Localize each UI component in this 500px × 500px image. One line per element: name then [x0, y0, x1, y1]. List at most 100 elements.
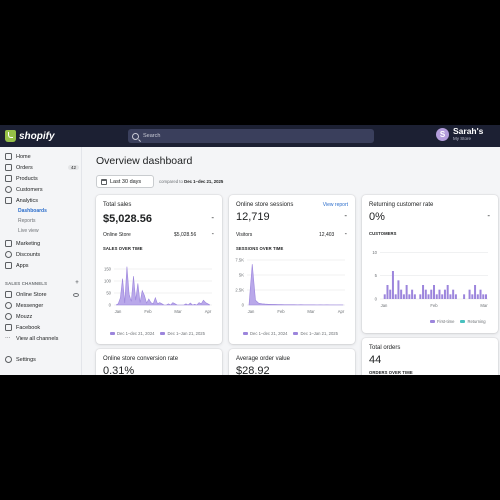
shopify-logo[interactable]: shopify	[5, 129, 55, 143]
sidebar-item-orders[interactable]: Orders 42	[5, 164, 79, 171]
gear-icon	[5, 356, 12, 363]
date-range-button[interactable]: Last 30 days	[96, 175, 154, 188]
store-menu[interactable]: S Sarah's My Store	[436, 127, 483, 141]
conversion-rate-value: 0.31%	[103, 365, 135, 375]
sidebar-item-analytics[interactable]: Analytics	[5, 197, 79, 204]
bar	[419, 294, 422, 299]
y-tick-label: 5K	[239, 273, 244, 278]
sidebar-item-customers[interactable]: Customers	[5, 186, 79, 193]
x-tick-label: Mar	[174, 309, 182, 314]
bar	[411, 289, 414, 299]
sidebar-item-label: Home	[16, 153, 31, 160]
bar	[427, 294, 430, 299]
sidebar-subitem-dashboards[interactable]: Dashboards	[18, 208, 47, 214]
sidebar-item-settings[interactable]: Settings	[5, 356, 79, 363]
date-range-label: Last 30 days	[110, 178, 142, 185]
aov-value: $28.92	[236, 365, 270, 375]
card-dash: -	[211, 213, 214, 222]
megaphone-icon	[5, 240, 12, 247]
sidebar-subitem-reports[interactable]: Reports	[18, 218, 36, 224]
y-tick-label: 0	[375, 297, 378, 302]
sidebar-item-messenger[interactable]: Messenger	[5, 302, 79, 309]
total-sales-card: Total sales - $5,028.56 Online Store $5,…	[96, 195, 222, 344]
sidebar-item-discounts[interactable]: Discounts	[5, 251, 79, 258]
calendar-icon	[101, 178, 107, 185]
bar	[449, 294, 452, 299]
eye-icon[interactable]	[73, 292, 79, 297]
returning-customer-card: Returning customer rate 0% - CUSTOMERS 0…	[362, 195, 498, 333]
sidebar-item-products[interactable]: Products	[5, 175, 79, 182]
compare-range: Dec 1–dec 21, 2025	[184, 179, 224, 184]
sidebar-item-label: Analytics	[16, 197, 39, 204]
avatar: S	[436, 127, 449, 141]
card-title: Returning customer rate	[369, 202, 434, 208]
facebook-icon	[5, 324, 12, 331]
bar	[485, 294, 487, 299]
legend-label: Dec 1–Jan 21, 2025	[167, 331, 205, 336]
sidebar-item-label: Facebook	[16, 324, 41, 331]
sidebar-item-label: Messenger	[16, 302, 44, 309]
sidebar-item-label: View all channels	[16, 335, 59, 342]
view-report-link[interactable]: View report	[322, 202, 348, 208]
bar	[422, 285, 425, 299]
bar	[405, 285, 408, 299]
legend-swatch	[430, 320, 435, 323]
sidebar-item-view-all-channels[interactable]: ··· View all channels	[5, 335, 79, 342]
sidebar-item-online-store[interactable]: Online Store	[5, 291, 79, 298]
row-dash: -	[211, 231, 214, 238]
comparison-text: compared to Dec 1–dec 21, 2025	[159, 179, 223, 184]
mouzz-icon	[5, 313, 12, 320]
chart-caption: ORDERS OVER TIME	[369, 370, 413, 375]
store-name: Sarah's	[453, 126, 484, 136]
sidebar-item-label: Discounts	[16, 251, 41, 258]
bar	[476, 294, 479, 299]
y-tick-label: 0	[109, 303, 112, 308]
legend-label: Dec 1–Jan 21, 2025	[300, 331, 338, 336]
bar	[463, 294, 466, 299]
search-bar[interactable]	[128, 129, 374, 143]
average-order-value-card: Average order value $28.92	[229, 349, 355, 375]
x-tick-label: Feb	[430, 303, 438, 308]
bar	[386, 285, 389, 299]
page-title: Overview dashboard	[96, 155, 193, 167]
store-subtitle: My Store	[453, 136, 472, 141]
apps-icon	[5, 262, 12, 269]
chart-caption: CUSTOMERS	[369, 231, 397, 236]
sidebar-item-marketing[interactable]: Marketing	[5, 240, 79, 247]
bar	[424, 289, 427, 299]
bar	[446, 285, 449, 299]
add-channel-icon[interactable]: +	[75, 280, 79, 286]
sidebar-item-label: Customers	[16, 186, 43, 193]
search-icon	[132, 132, 139, 140]
bar	[391, 271, 394, 299]
orders-icon	[5, 164, 12, 171]
orders-count-badge: 42	[67, 165, 79, 170]
bar	[383, 294, 386, 299]
sidebar-item-apps[interactable]: Apps	[5, 262, 79, 269]
bar	[468, 289, 471, 299]
total-orders-card: Total orders 44 ORDERS OVER TIME	[362, 338, 498, 375]
visitors-label: Visitors	[236, 232, 253, 238]
discount-icon	[5, 251, 12, 258]
sidebar-item-facebook[interactable]: Facebook	[5, 324, 79, 331]
bar	[452, 289, 455, 299]
online-store-label: Online Store	[103, 232, 131, 238]
y-tick-label: 150	[104, 267, 112, 272]
x-tick-label: Jan	[381, 303, 388, 308]
y-tick-label: 50	[106, 291, 111, 296]
bar	[438, 289, 441, 299]
sidebar-item-mouzz[interactable]: Mouzz	[5, 313, 79, 320]
sidebar-item-label: Marketing	[16, 240, 41, 247]
sidebar-item-home[interactable]: Home	[5, 153, 79, 160]
chart-caption: SALES OVER TIME	[103, 246, 143, 251]
bar	[394, 294, 397, 299]
sidebar-item-label: Settings	[16, 356, 36, 363]
section-label: SALES CHANNELS	[5, 281, 48, 286]
compare-prefix: compared to	[159, 179, 183, 184]
sales-channels-header: SALES CHANNELS +	[5, 280, 79, 286]
x-tick-label: Apr	[338, 309, 345, 314]
search-input[interactable]	[143, 133, 343, 139]
sidebar-subitem-live-view[interactable]: Live view	[18, 228, 39, 234]
more-icon: ···	[5, 335, 11, 341]
returning-rate-value: 0%	[369, 211, 385, 223]
